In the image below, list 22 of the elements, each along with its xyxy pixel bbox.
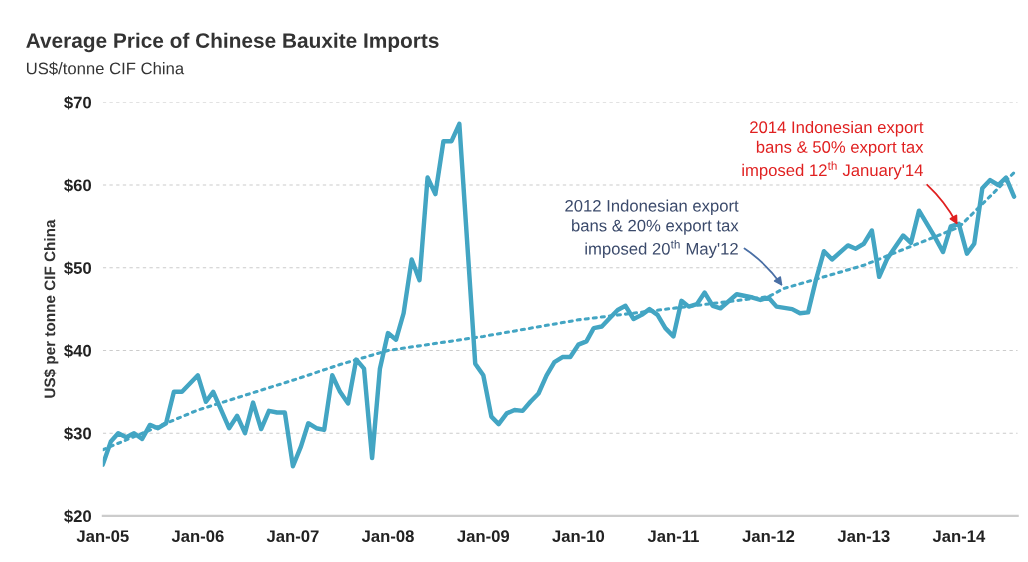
y-tick-label: $40 (64, 344, 92, 358)
annotation: 2014 Indonesian export bans & 50% export tax imposed 12$^{th}$ January'14 (742, 120, 924, 180)
y-tick-label: $20 (64, 509, 92, 524)
x-tick-label: Jan-14 (932, 530, 986, 543)
x-tick-label: Jan-11 (647, 530, 699, 543)
x-tick-label: Jan-13 (837, 530, 890, 543)
x-tick-label: Jan-05 (76, 530, 129, 543)
annotation: 2012 Indonesian export bans & 20% export tax imposed 20$^{th}$ May'12 (565, 199, 739, 258)
x-tick-label: Jan-12 (742, 530, 795, 543)
y-tick-label: $60 (64, 178, 92, 193)
x-tick-label: Jan-07 (266, 530, 319, 543)
chart-subtitle: US$/tonne CIF China (26, 61, 185, 76)
chart-title: Average Price of Chinese Bauxite Imports (26, 32, 439, 53)
y-tick-label: $70 (64, 95, 92, 110)
x-tick-label: Jan-10 (552, 530, 605, 543)
y-tick-label: $30 (64, 426, 92, 441)
y-axis-title: US$ per tonne CIF China (43, 219, 59, 398)
line-series (102, 121, 1017, 469)
y-tick-label: $50 (64, 261, 92, 276)
x-tick-label: Jan-06 (171, 530, 224, 543)
x-tick-label: Jan-08 (361, 530, 414, 543)
x-tick-label: Jan-09 (457, 530, 510, 543)
